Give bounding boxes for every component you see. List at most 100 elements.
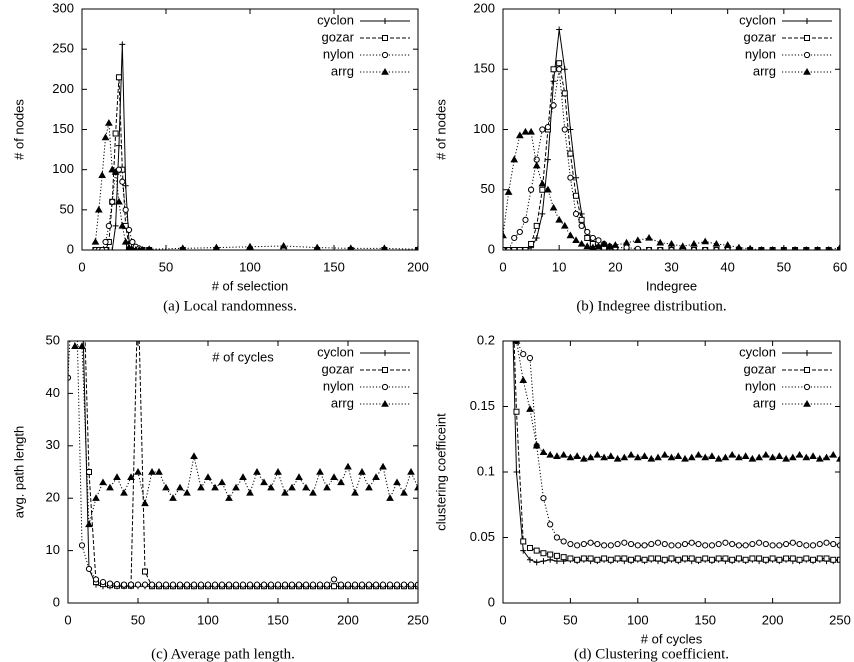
legend-label: gozar: [321, 29, 354, 44]
marker: [197, 581, 205, 588]
marker: [735, 555, 742, 562]
marker: [555, 215, 564, 223]
marker: [544, 185, 552, 193]
y-tick-label: 200: [473, 0, 495, 15]
plot-frame: [81, 8, 419, 251]
marker: [553, 452, 561, 459]
marker: [668, 555, 675, 562]
marker: [556, 60, 563, 67]
marker: [516, 247, 523, 250]
marker: [823, 555, 830, 562]
marker: [510, 155, 519, 163]
marker: [407, 467, 415, 475]
marker: [595, 237, 602, 244]
marker: [634, 542, 641, 549]
marker: [400, 488, 408, 496]
marker: [550, 102, 557, 109]
marker: [79, 286, 85, 292]
marker: [183, 488, 191, 496]
marker: [267, 581, 275, 588]
chart-panel: 0 50 100 150 200 250 300 0 50 100 150 200 # of selec…: [11, 0, 428, 314]
marker: [121, 237, 130, 245]
marker: [550, 66, 557, 73]
marker: [836, 243, 840, 250]
marker: [695, 540, 702, 548]
marker: [211, 581, 219, 588]
marker: [365, 483, 373, 491]
marker: [776, 556, 783, 563]
series-line: [95, 44, 418, 250]
legend-marker: [803, 399, 811, 407]
marker: [553, 558, 560, 565]
marker: [796, 556, 803, 563]
marker: [520, 538, 527, 545]
marker: [351, 581, 359, 588]
y-tick-label: 30: [46, 437, 60, 452]
marker: [281, 488, 289, 496]
marker: [566, 453, 575, 461]
marker: [134, 467, 142, 475]
y-tick-label: 0.2: [477, 332, 495, 347]
chart-panel: 00.050.10.150.20 50 100 150 200 250# of cycle…: [433, 332, 850, 662]
marker: [532, 161, 541, 169]
marker: [85, 520, 93, 528]
marker: [127, 581, 135, 588]
marker: [393, 478, 401, 486]
marker: [822, 453, 831, 461]
marker: [830, 540, 837, 548]
marker: [580, 540, 587, 548]
marker: [539, 448, 548, 456]
marker: [546, 450, 555, 458]
marker: [567, 555, 574, 562]
marker: [702, 542, 709, 549]
marker: [594, 540, 601, 548]
marker: [112, 222, 119, 229]
y-tick-label: 150: [473, 61, 495, 76]
marker: [526, 405, 534, 412]
x-axis-label: # of cycles: [212, 349, 274, 364]
x-tick-label: 250: [407, 612, 429, 627]
marker: [694, 450, 703, 458]
marker: [197, 483, 205, 491]
marker: [681, 454, 689, 462]
marker: [621, 555, 628, 562]
marker: [85, 565, 93, 573]
marker: [386, 494, 394, 501]
marker: [578, 222, 585, 229]
marker: [218, 581, 226, 588]
marker: [323, 581, 331, 588]
marker: [701, 453, 710, 461]
marker: [837, 556, 840, 563]
series-line: [84, 341, 418, 587]
marker: [141, 581, 149, 588]
y-tick-label: 100: [473, 121, 495, 136]
x-tick-label: 50: [777, 259, 791, 274]
y-tick-label: 300: [52, 0, 74, 15]
marker: [78, 542, 86, 549]
x-tick-label: 50: [563, 612, 577, 627]
marker: [594, 556, 601, 563]
x-tick-label: 0: [64, 612, 71, 627]
marker: [113, 473, 121, 480]
series-line: [82, 341, 418, 587]
marker: [829, 450, 838, 458]
x-tick-label: 60: [833, 259, 847, 274]
marker: [106, 580, 114, 587]
marker: [789, 555, 796, 562]
marker: [148, 581, 156, 588]
marker: [142, 568, 148, 575]
marker: [105, 222, 112, 229]
marker: [788, 453, 797, 461]
marker: [162, 581, 170, 588]
marker: [288, 581, 296, 588]
plot-frame: [67, 340, 419, 604]
marker: [715, 555, 722, 562]
marker: [742, 556, 749, 563]
marker: [749, 540, 756, 548]
marker: [690, 239, 698, 247]
marker: [687, 453, 696, 461]
y-axis-label: clustering coefficeint: [433, 413, 448, 531]
marker: [661, 556, 668, 563]
marker: [714, 454, 723, 462]
marker: [337, 581, 345, 588]
